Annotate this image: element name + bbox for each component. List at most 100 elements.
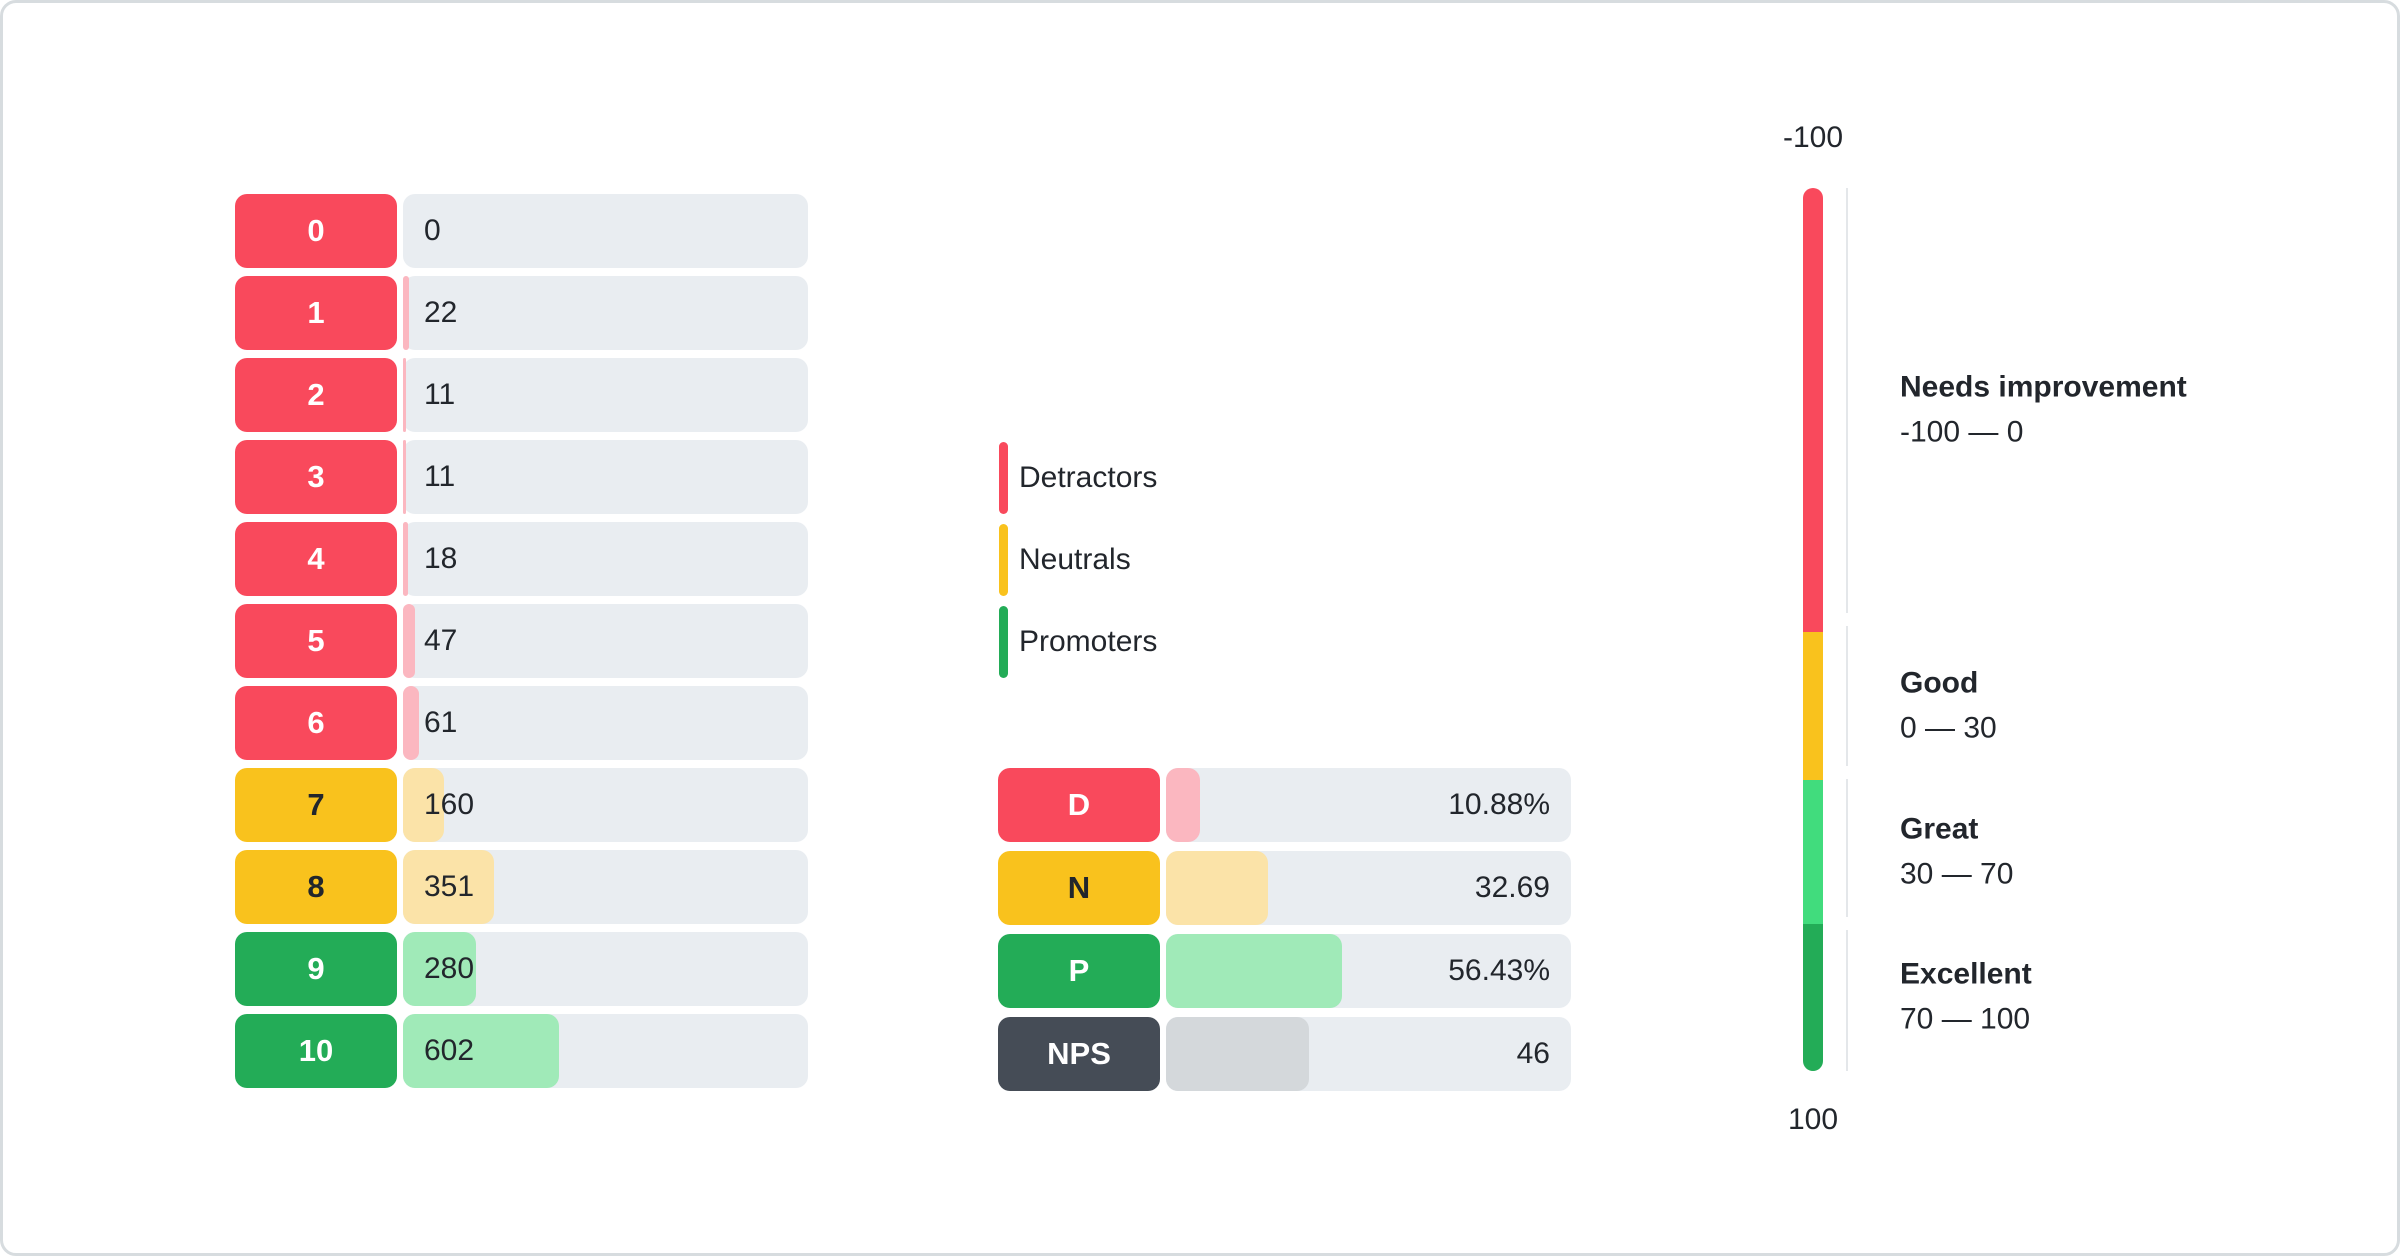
- score-badge: 1: [235, 276, 397, 350]
- score-bar-track: 11: [403, 358, 808, 432]
- summary-value-label: 56.43%: [1448, 954, 1550, 987]
- score-bar-track: 160: [403, 768, 808, 842]
- gauge-min-label: -100: [1782, 121, 1844, 154]
- legend-label: Promoters: [1019, 625, 1158, 658]
- summary-value-label: 10.88%: [1448, 788, 1550, 821]
- score-bar-track: 602: [403, 1014, 808, 1088]
- gauge-range-values: 30 — 70: [1900, 857, 2014, 891]
- score-bar-fill: [403, 850, 494, 924]
- score-count-label: 11: [424, 378, 456, 411]
- summary-row: D 10.88%: [998, 768, 1571, 842]
- summary-badge: D: [998, 768, 1160, 842]
- score-bar-fill: [403, 276, 409, 350]
- score-badge: 10: [235, 1014, 397, 1088]
- gauge-range-values: -100 — 0: [1900, 415, 2024, 449]
- score-bar-fill: [403, 686, 419, 760]
- score-badge: 9: [235, 932, 397, 1006]
- score-distribution-chart: 0 0 1 22 2 11 3 11 4 18 5 47 6 61 7 160 8 351 9 280 10 602: [235, 194, 808, 1096]
- legend-item: Promoters: [999, 605, 1157, 679]
- score-bar-fill: [403, 604, 416, 678]
- summary-bar-track: 46: [1166, 1017, 1571, 1091]
- score-count-label: 47: [424, 624, 458, 657]
- score-bar-track: 18: [403, 522, 808, 596]
- gauge-segment: [1803, 923, 1823, 1072]
- gauge-axis-segment: [1846, 930, 1848, 1072]
- score-badge: 6: [235, 686, 397, 760]
- gauge-axis-segment: [1846, 188, 1848, 613]
- gauge-range-values: 0 — 30: [1900, 711, 1997, 745]
- gauge-axis-segment: [1846, 779, 1848, 918]
- summary-row: N 32.69: [998, 851, 1571, 925]
- score-count-label: 18: [424, 542, 458, 575]
- gauge-segment: [1803, 632, 1823, 780]
- summary-badge: NPS: [998, 1017, 1160, 1091]
- score-row: 6 61: [235, 686, 808, 760]
- score-count-label: 22: [424, 296, 458, 329]
- gauge-range-title: Great: [1900, 812, 1979, 846]
- score-count-label: 280: [424, 952, 475, 985]
- score-badge: 7: [235, 768, 397, 842]
- score-bar-track: 0: [403, 194, 808, 268]
- score-count-label: 61: [424, 706, 458, 739]
- score-bar-track: 47: [403, 604, 808, 678]
- summary-bar-fill: [1166, 934, 1342, 1008]
- summary-value-label: 32.69: [1474, 871, 1550, 904]
- summary-bar-track: 56.43%: [1166, 934, 1571, 1008]
- score-row: 9 280: [235, 932, 808, 1006]
- gauge-range-title: Excellent: [1900, 957, 2032, 991]
- score-row: 2 11: [235, 358, 808, 432]
- score-count-label: 0: [424, 214, 441, 247]
- gauge-range-block: Needs improvement -100 — 0: [1900, 371, 2187, 450]
- legend-swatch: [999, 442, 1008, 514]
- gauge-axis-line: [1846, 188, 1848, 1072]
- score-count-label: 160: [424, 788, 475, 821]
- score-badge: 0: [235, 194, 397, 268]
- score-count-label: 11: [424, 460, 456, 493]
- score-row: 8 351: [235, 850, 808, 924]
- gauge-range-title: Needs improvement: [1900, 370, 2187, 404]
- score-bar-fill: [403, 1014, 559, 1088]
- score-bar-track: 11: [403, 440, 808, 514]
- gauge-range-title: Good: [1900, 666, 1979, 700]
- score-bar-fill: [403, 932, 476, 1006]
- score-badge: 3: [235, 440, 397, 514]
- summary-badge: P: [998, 934, 1160, 1008]
- summary-row: P 56.43%: [998, 934, 1571, 1008]
- summary-badge: N: [998, 851, 1160, 925]
- gauge-axis-segment: [1846, 625, 1848, 767]
- gauge-range-block: Good 0 — 30: [1900, 666, 1997, 745]
- score-bar-track: 22: [403, 276, 808, 350]
- score-badge: 2: [235, 358, 397, 432]
- legend-swatch: [999, 524, 1008, 596]
- summary-bar-track: 32.69: [1166, 851, 1571, 925]
- summary-value-label: 46: [1516, 1037, 1550, 1070]
- legend-item: Detractors: [999, 441, 1157, 515]
- score-badge: 4: [235, 522, 397, 596]
- score-bar-fill: [403, 440, 406, 514]
- summary-bar-fill: [1166, 1017, 1310, 1091]
- score-row: 5 47: [235, 604, 808, 678]
- score-row: 4 18: [235, 522, 808, 596]
- score-row: 1 22: [235, 276, 808, 350]
- gauge-range-block: Great 30 — 70: [1900, 812, 2013, 891]
- legend-swatch: [999, 606, 1008, 678]
- gauge-segment: [1803, 188, 1823, 633]
- gauge-range-values: 70 — 100: [1900, 1002, 2031, 1036]
- score-row: 7 160: [235, 768, 808, 842]
- legend-label: Neutrals: [1019, 543, 1131, 576]
- gauge-range-block: Excellent 70 — 100: [1900, 958, 2032, 1037]
- score-row: 10 602: [235, 1014, 808, 1088]
- nps-summary-chart: D 10.88% N 32.69 P 56.43% NPS 46: [998, 768, 1571, 1100]
- score-bar-track: 351: [403, 850, 808, 924]
- legend-label: Detractors: [1019, 461, 1158, 494]
- score-badge: 5: [235, 604, 397, 678]
- gauge-bar: [1803, 188, 1823, 1072]
- score-bar-track: 280: [403, 932, 808, 1006]
- gauge-segment: [1803, 779, 1823, 924]
- summary-bar-fill: [1166, 768, 1200, 842]
- score-bar-fill: [403, 358, 406, 432]
- score-bar-fill: [403, 522, 408, 596]
- score-count-label: 351: [424, 870, 475, 903]
